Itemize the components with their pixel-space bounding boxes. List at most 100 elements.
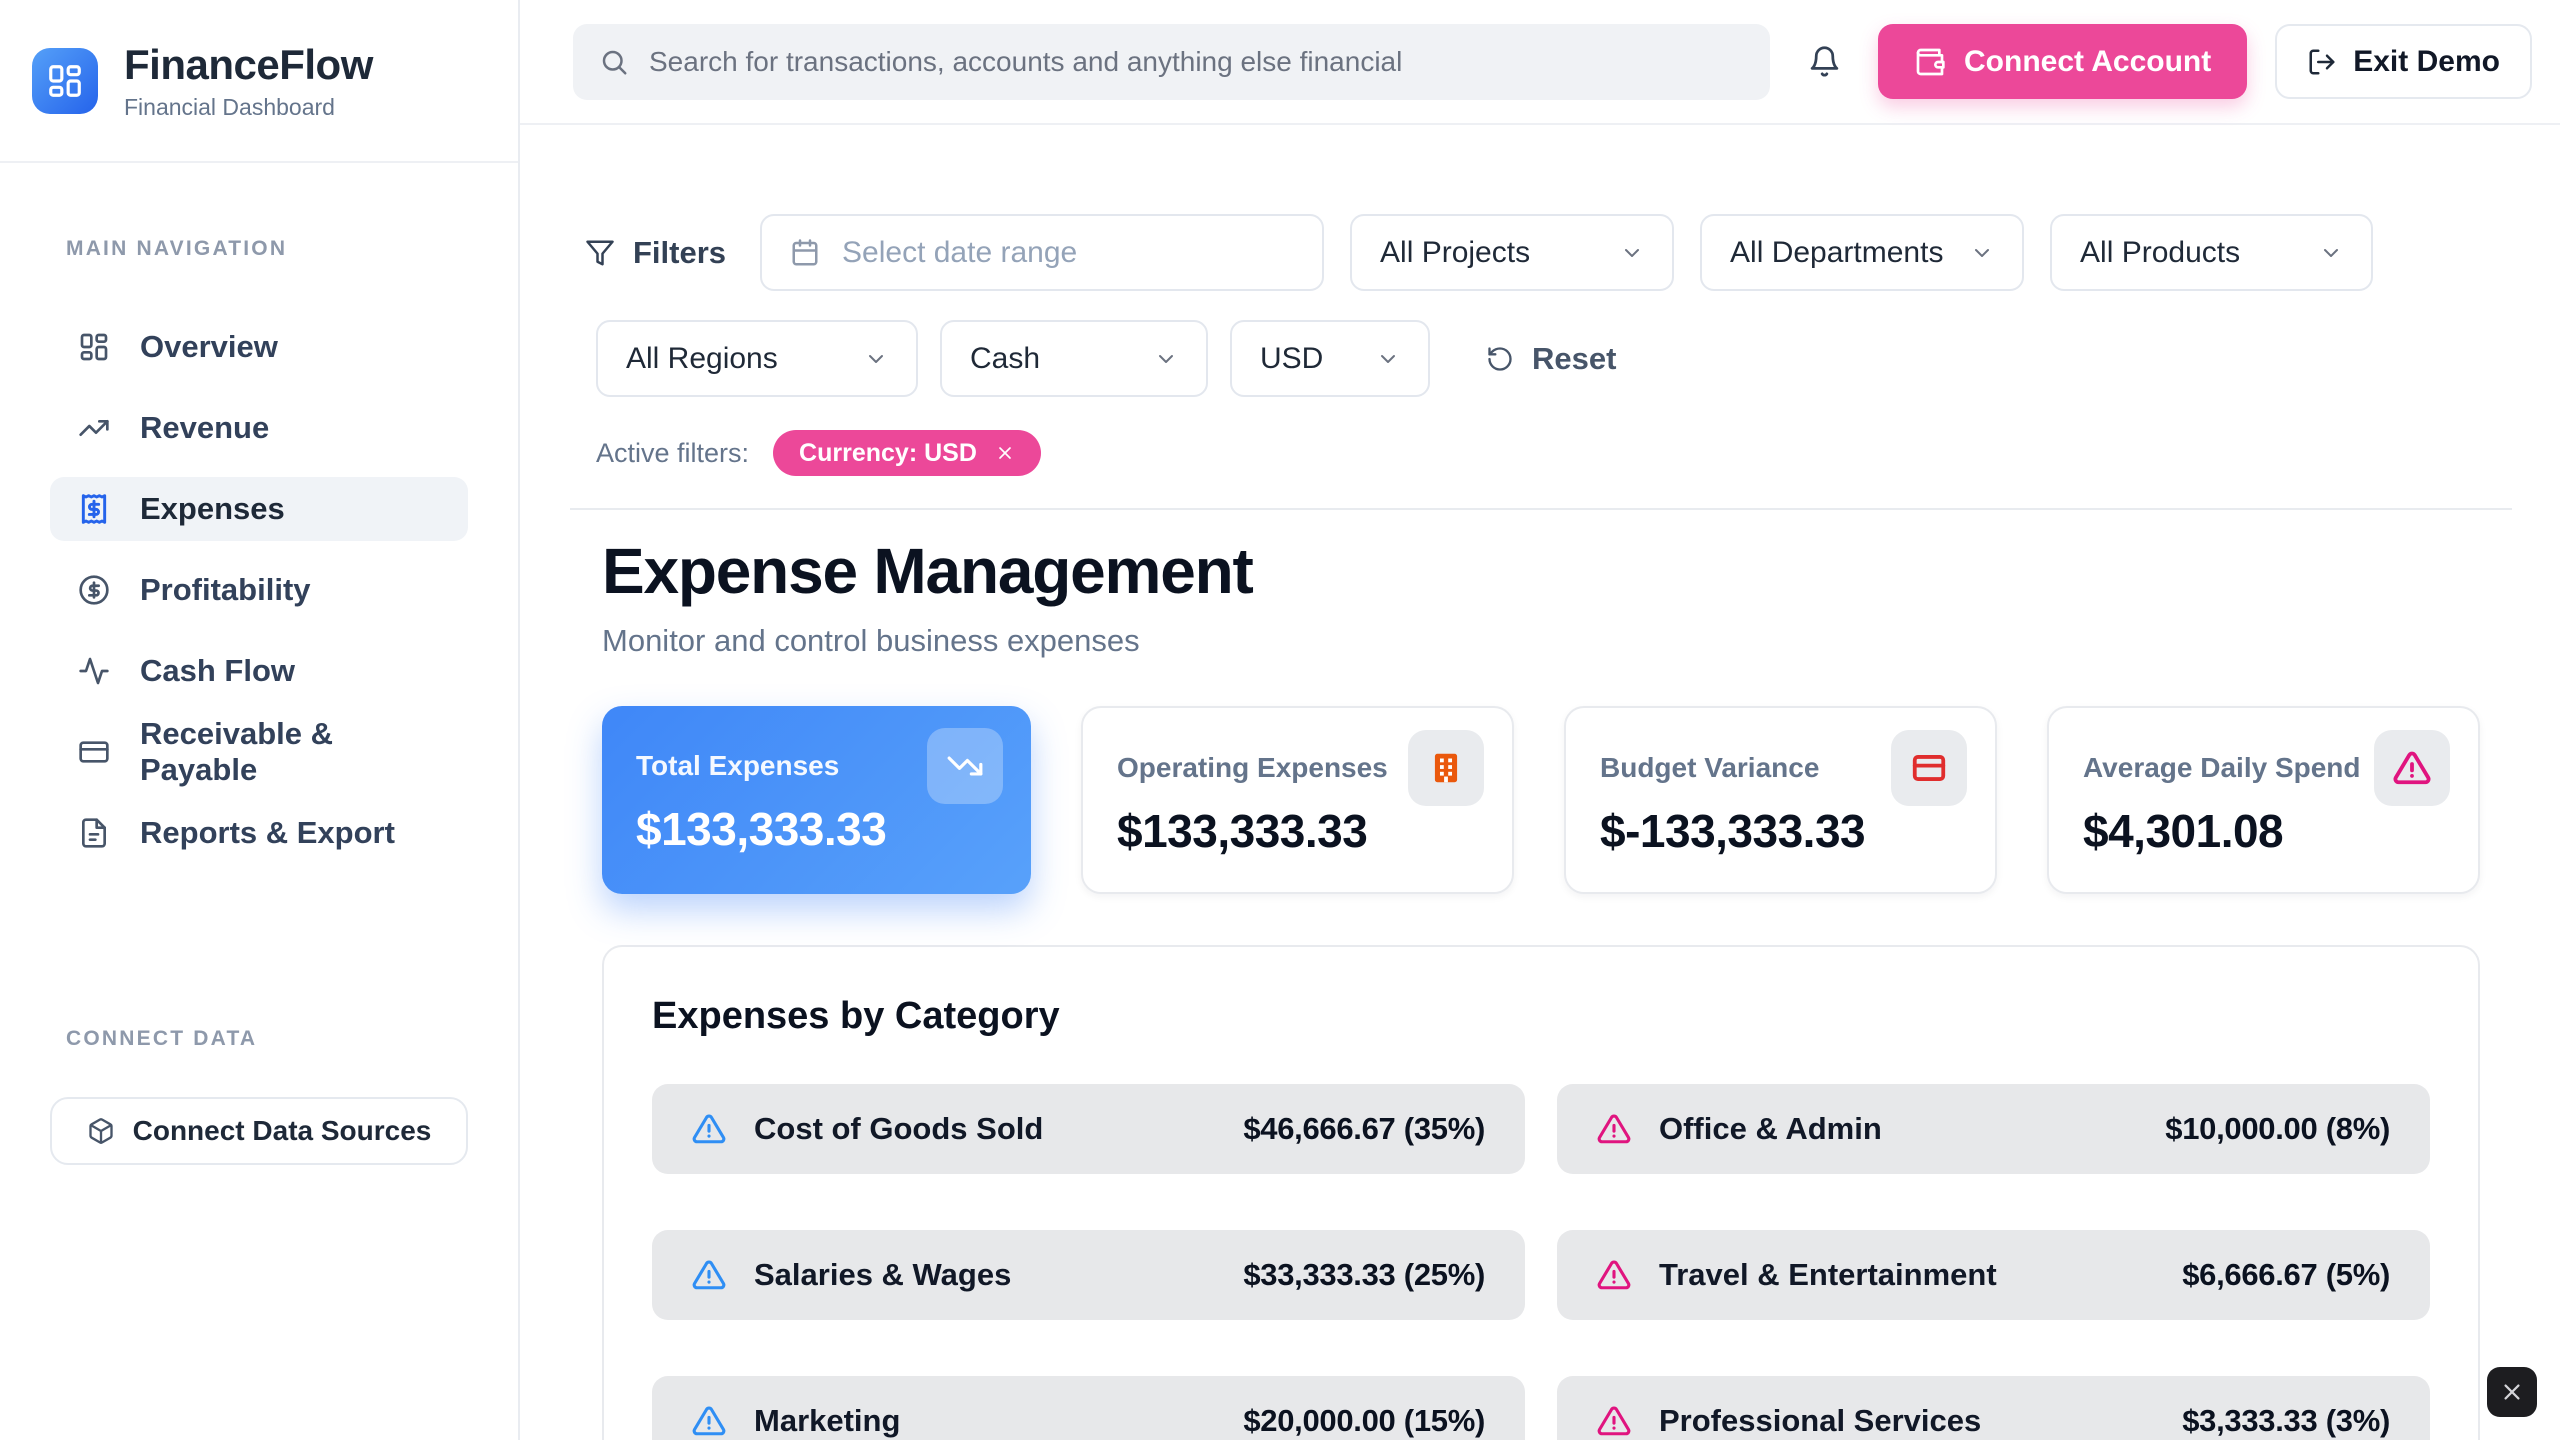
kpi-average-daily-spend: Average Daily Spend $4,301.08: [2047, 706, 2480, 894]
sidebar-item-expenses[interactable]: Expenses: [50, 477, 468, 541]
category-value: $6,666.67 (5%): [2182, 1257, 2390, 1292]
currency-select-value: USD: [1260, 341, 1324, 375]
category-row-cost-of-goods-sold: Cost of Goods Sold $46,666.67 (35%): [652, 1084, 1525, 1174]
sidebar-item-receivable-payable[interactable]: Receivable & Payable: [50, 716, 468, 787]
active-filters-row: Active filters: Currency: USD: [596, 430, 2512, 476]
currency-select[interactable]: USD: [1230, 320, 1430, 397]
search-icon: [602, 50, 627, 74]
app-tagline: Financial Dashboard: [124, 93, 335, 120]
app-logo-icon: [32, 47, 98, 114]
sidebar-item-label: Reports & Export: [140, 815, 395, 850]
category-label: Travel & Entertainment: [1659, 1257, 1997, 1292]
category-value: $46,666.67 (35%): [1243, 1111, 1485, 1146]
filters-label: Filters: [633, 234, 727, 270]
sidebar-item-overview[interactable]: Overview: [50, 315, 468, 379]
departments-select-value: All Departments: [1730, 235, 1944, 269]
nav-section-title: MAIN NAVIGATION: [66, 237, 288, 260]
regions-select-value: All Regions: [626, 341, 778, 375]
bell-icon: [1810, 46, 1838, 77]
layout-dashboard-icon: [80, 333, 108, 361]
category-row-salaries-wages: Salaries & Wages $33,333.33 (25%): [652, 1230, 1525, 1320]
payment-method-value: Cash: [970, 341, 1041, 375]
sidebar-item-revenue[interactable]: Revenue: [50, 396, 468, 460]
date-range-input[interactable]: Select date range: [760, 214, 1325, 291]
sidebar-item-label: Expenses: [140, 491, 285, 526]
trending-down-icon: [947, 756, 983, 776]
category-label: Cost of Goods Sold: [754, 1111, 1044, 1146]
chevron-down-icon: [2324, 248, 2339, 257]
main-area: Connect Account Exit Demo Filters Select…: [520, 0, 2560, 1440]
products-select-value: All Products: [2080, 235, 2241, 269]
receipt-icon: [81, 494, 107, 524]
kpi-icon-box: [1408, 730, 1484, 806]
kpi-total-expenses: Total Expenses $133,333.33: [602, 706, 1031, 894]
chevron-down-icon: [1159, 354, 1173, 363]
sidebar-item-label: Receivable & Payable: [140, 716, 333, 787]
global-search[interactable]: [573, 23, 1770, 100]
category-label: Professional Services: [1659, 1403, 1982, 1438]
products-select[interactable]: All Products: [2050, 214, 2374, 291]
kpi-value: $4,301.08: [2083, 805, 2284, 857]
sidebar-item-label: Revenue: [140, 410, 270, 445]
category-label: Marketing: [754, 1403, 901, 1438]
payment-method-select[interactable]: Cash: [940, 320, 1208, 397]
kpi-icon-box: [1891, 730, 1967, 806]
connect-account-label: Connect Account: [1964, 44, 2212, 78]
regions-select[interactable]: All Regions: [596, 320, 918, 397]
kpi-icon-box: [2374, 730, 2450, 806]
wallet-icon: [1916, 48, 1945, 75]
kpi-value: $133,333.33: [636, 803, 887, 855]
file-text-icon: [82, 818, 106, 848]
log-out-icon: [2309, 49, 2335, 74]
trending-up-icon: [79, 420, 109, 436]
brand: FinanceFlow Financial Dashboard: [0, 0, 518, 163]
connect-account-button[interactable]: Connect Account: [1878, 24, 2248, 99]
category-value: $33,333.33 (25%): [1243, 1257, 1485, 1292]
connect-data-sources-button[interactable]: Connect Data Sources: [50, 1097, 468, 1165]
sidebar-item-label: Profitability: [140, 572, 311, 607]
page-subtitle: Monitor and control business expenses: [602, 623, 1140, 658]
overlay-close-button[interactable]: [2487, 1367, 2537, 1417]
connect-section-title: CONNECT DATA: [66, 1027, 258, 1050]
search-input[interactable]: [649, 45, 1744, 78]
chip-label: Currency: USD: [799, 438, 977, 467]
kpi-budget-variance: Budget Variance $-133,333.33: [1564, 706, 1997, 894]
sidebar-item-reports-export[interactable]: Reports & Export: [50, 801, 468, 865]
kpi-label: Average Daily Spend: [2083, 752, 2361, 783]
sidebar-item-profitability[interactable]: Profitability: [50, 558, 468, 622]
chevron-down-icon: [1381, 354, 1395, 363]
reset-filters-button[interactable]: Reset: [1486, 341, 1616, 377]
credit-card-icon: [1912, 755, 1946, 781]
date-range-placeholder: Select date range: [842, 235, 1078, 269]
sidebar-item-label: Overview: [140, 329, 278, 364]
exit-demo-label: Exit Demo: [2353, 44, 2500, 78]
currency-filter-chip[interactable]: Currency: USD: [773, 430, 1041, 476]
kpi-value: $133,333.33: [1117, 805, 1368, 857]
category-label: Salaries & Wages: [754, 1257, 1012, 1292]
departments-select[interactable]: All Departments: [1700, 214, 2025, 291]
kpi-cards: Total Expenses $133,333.33 Operating Exp…: [602, 706, 2480, 894]
connect-data-sources-label: Connect Data Sources: [132, 1115, 432, 1146]
category-value: $3,333.33 (3%): [2182, 1403, 2390, 1438]
content-area: Filters Select date range All Projects A…: [520, 125, 2560, 1440]
top-bar: Connect Account Exit Demo: [520, 0, 2560, 125]
main-navigation: Overview Revenue Expenses Profitability …: [0, 315, 518, 882]
exit-demo-button[interactable]: Exit Demo: [2275, 24, 2532, 99]
projects-select[interactable]: All Projects: [1350, 214, 1675, 291]
credit-card-icon: [79, 741, 109, 763]
category-grid: Cost of Goods Sold $46,666.67 (35%) Offi…: [652, 1084, 2430, 1440]
category-row-travel-entertainment: Travel & Entertainment $6,666.67 (5%): [1557, 1230, 2430, 1320]
notifications-button[interactable]: [1796, 34, 1852, 90]
calendar-icon: [792, 238, 818, 265]
alert-triangle-icon: [2393, 751, 2431, 785]
chevron-down-icon: [1975, 248, 1990, 257]
kpi-label: Operating Expenses: [1117, 752, 1388, 783]
kpi-value: $-133,333.33: [1600, 805, 1866, 857]
filters-row-1: Filters Select date range All Projects A…: [585, 214, 2512, 291]
sidebar-item-cash-flow[interactable]: Cash Flow: [50, 639, 468, 703]
alert-triangle-icon: [692, 1406, 726, 1436]
close-icon[interactable]: [995, 443, 1015, 463]
kpi-label: Total Expenses: [636, 750, 840, 781]
category-row-professional-services: Professional Services $3,333.33 (3%): [1557, 1376, 2430, 1440]
